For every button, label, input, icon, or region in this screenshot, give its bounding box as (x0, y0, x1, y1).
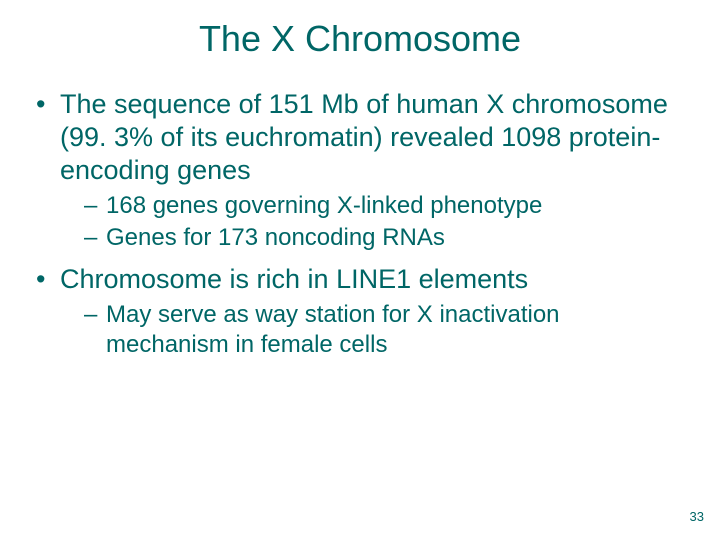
sub-bullet-text: 168 genes governing X-linked phenotype (106, 192, 542, 219)
sub-bullet-item: May serve as way station for X inactivat… (84, 300, 686, 360)
sub-bullet-text: Genes for 173 noncoding RNAs (106, 224, 445, 251)
bullet-text: Chromosome is rich in LINE1 elements (60, 264, 528, 294)
bullet-list: The sequence of 151 Mb of human X chromo… (34, 88, 686, 360)
slide: The X Chromosome The sequence of 151 Mb … (0, 0, 720, 540)
bullet-item: Chromosome is rich in LINE1 elements May… (34, 263, 686, 360)
slide-body: The sequence of 151 Mb of human X chromo… (0, 70, 720, 360)
sub-bullet-text: May serve as way station for X inactivat… (106, 301, 560, 358)
sub-bullet-list: 168 genes governing X-linked phenotype G… (60, 191, 686, 253)
sub-bullet-item: Genes for 173 noncoding RNAs (84, 223, 686, 253)
page-number: 33 (690, 509, 704, 524)
sub-bullet-item: 168 genes governing X-linked phenotype (84, 191, 686, 221)
bullet-item: The sequence of 151 Mb of human X chromo… (34, 88, 686, 253)
slide-title: The X Chromosome (0, 0, 720, 70)
sub-bullet-list: May serve as way station for X inactivat… (60, 300, 686, 360)
bullet-text: The sequence of 151 Mb of human X chromo… (60, 89, 668, 185)
